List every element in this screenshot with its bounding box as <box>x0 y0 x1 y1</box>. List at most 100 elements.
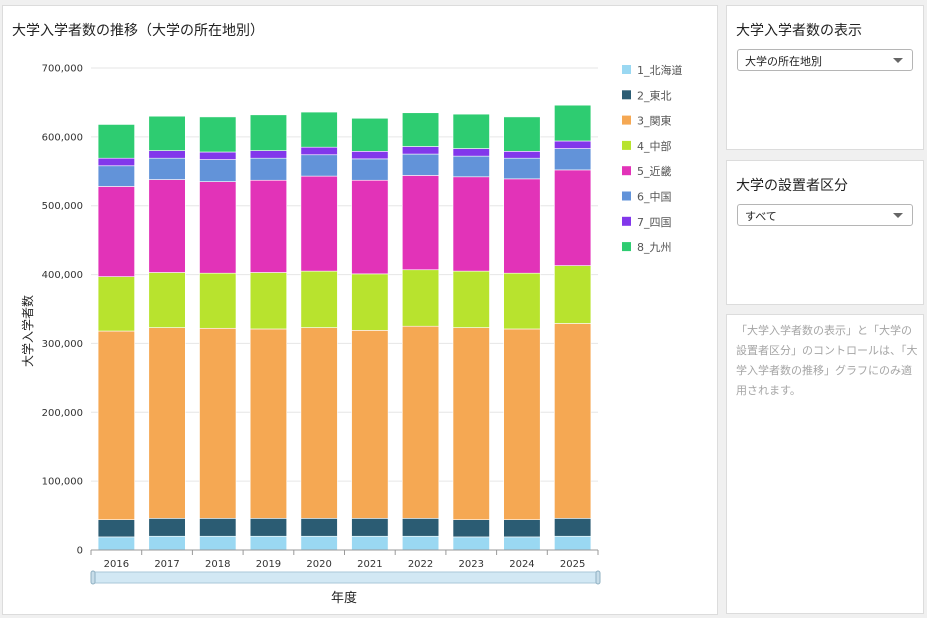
bar-segment[interactable] <box>452 536 490 551</box>
bar-segment[interactable] <box>199 535 237 551</box>
bar-segment[interactable] <box>97 157 135 167</box>
bar-segment[interactable] <box>249 114 288 151</box>
bar-segment[interactable] <box>148 150 186 159</box>
bar-segment[interactable] <box>148 327 186 519</box>
bar-segment[interactable] <box>351 535 389 551</box>
display-control-panel: 大学入学者数の表示 大学の所在地別 <box>726 5 924 150</box>
bar-segment[interactable] <box>199 159 237 182</box>
bar-segment[interactable] <box>199 181 237 274</box>
bar-segment[interactable] <box>199 518 237 537</box>
bar-segment[interactable] <box>249 272 288 330</box>
bar-segment[interactable] <box>452 155 490 178</box>
bar-segment[interactable] <box>351 330 389 519</box>
display-select-value: 大学の所在地別 <box>745 55 822 68</box>
bar-segment[interactable] <box>97 536 135 551</box>
bar-segment[interactable] <box>148 272 186 328</box>
bar-segment[interactable] <box>351 179 389 275</box>
bar-segment[interactable] <box>401 175 440 271</box>
bar-segment[interactable] <box>554 148 592 171</box>
bar-segment[interactable] <box>503 157 541 180</box>
legend-swatch <box>622 90 631 100</box>
bar-segment[interactable] <box>503 178 541 274</box>
bar-segment[interactable] <box>401 535 440 551</box>
bar-segment[interactable] <box>554 323 592 519</box>
bar-segment[interactable] <box>351 273 389 331</box>
range-slider-track[interactable] <box>92 571 599 584</box>
legend-label[interactable]: 7_四国 <box>637 216 672 229</box>
bar-segment[interactable] <box>249 150 288 159</box>
bar-segment[interactable] <box>554 140 592 149</box>
legend-label[interactable]: 8_九州 <box>637 241 672 254</box>
bar-segment[interactable] <box>249 328 288 519</box>
bar-segment[interactable] <box>300 518 338 537</box>
x-tick-label: 2018 <box>205 559 230 570</box>
bar-segment[interactable] <box>351 158 389 181</box>
bar-segment[interactable] <box>401 518 440 537</box>
legend-label[interactable]: 6_中国 <box>637 191 672 204</box>
bar-segment[interactable] <box>503 116 541 152</box>
bar-segment[interactable] <box>503 536 541 551</box>
x-axis-title: 年度 <box>331 590 357 606</box>
bar-segment[interactable] <box>249 157 288 181</box>
bar-segment[interactable] <box>97 330 135 521</box>
legend-swatch <box>622 166 631 176</box>
bar-segment[interactable] <box>148 535 186 551</box>
bar-segment[interactable] <box>249 535 288 551</box>
bar-segment[interactable] <box>148 115 186 151</box>
bar-segment[interactable] <box>554 535 592 551</box>
bar-segment[interactable] <box>401 325 440 519</box>
bar-segment[interactable] <box>300 146 338 156</box>
bar-segment[interactable] <box>148 157 186 180</box>
bar-segment[interactable] <box>148 518 186 537</box>
legend-label[interactable]: 1_北海道 <box>637 63 683 77</box>
bar-segment[interactable] <box>452 148 490 157</box>
bar-segment[interactable] <box>452 327 490 521</box>
bar-segment[interactable] <box>554 265 592 324</box>
bar-segment[interactable] <box>503 328 541 521</box>
bar-segment[interactable] <box>300 175 338 272</box>
bar-segment[interactable] <box>503 519 541 538</box>
type-select[interactable]: すべて <box>737 204 913 226</box>
bar-segment[interactable] <box>300 535 338 551</box>
bar-segment[interactable] <box>452 176 490 272</box>
bar-segment[interactable] <box>554 104 592 142</box>
bar-segment[interactable] <box>401 146 440 155</box>
legend-label[interactable]: 4_中部 <box>637 139 672 153</box>
bar-segment[interactable] <box>148 179 186 273</box>
bar-segment[interactable] <box>401 153 440 176</box>
bar-segment[interactable] <box>554 518 592 537</box>
bar-segment[interactable] <box>249 179 288 273</box>
bar-segment[interactable] <box>199 116 237 153</box>
bar-segment[interactable] <box>503 151 541 159</box>
bar-segment[interactable] <box>249 518 288 537</box>
legend-label[interactable]: 5_近畿 <box>637 164 672 178</box>
bar-segment[interactable] <box>300 154 338 177</box>
bar-segment[interactable] <box>199 151 237 160</box>
bar-segment[interactable] <box>452 270 490 328</box>
y-axis-title: 大学入学者数 <box>20 295 35 367</box>
bar-segment[interactable] <box>97 165 135 187</box>
bar-segment[interactable] <box>351 151 389 160</box>
bar-segment[interactable] <box>554 169 592 266</box>
bar-segment[interactable] <box>452 519 490 538</box>
bar-segment[interactable] <box>97 519 135 538</box>
legend-label[interactable]: 3_関東 <box>637 115 672 128</box>
bar-segment[interactable] <box>97 276 135 332</box>
bar-segment[interactable] <box>300 270 338 328</box>
bar-segment[interactable] <box>300 111 338 148</box>
bar-segment[interactable] <box>351 518 389 537</box>
bar-segment[interactable] <box>300 327 338 519</box>
bar-segment[interactable] <box>97 124 135 159</box>
bar-segment[interactable] <box>199 327 237 519</box>
range-slider-handle-left[interactable] <box>90 570 96 585</box>
bar-segment[interactable] <box>452 113 490 149</box>
bar-segment[interactable] <box>503 272 541 330</box>
bar-segment[interactable] <box>97 186 135 277</box>
bar-segment[interactable] <box>351 117 389 152</box>
display-select[interactable]: 大学の所在地別 <box>737 49 913 71</box>
range-slider-handle-right[interactable] <box>595 570 601 585</box>
bar-segment[interactable] <box>199 272 237 329</box>
legend-label[interactable]: 2_東北 <box>637 89 672 102</box>
bar-segment[interactable] <box>401 112 440 147</box>
bar-segment[interactable] <box>401 269 440 327</box>
